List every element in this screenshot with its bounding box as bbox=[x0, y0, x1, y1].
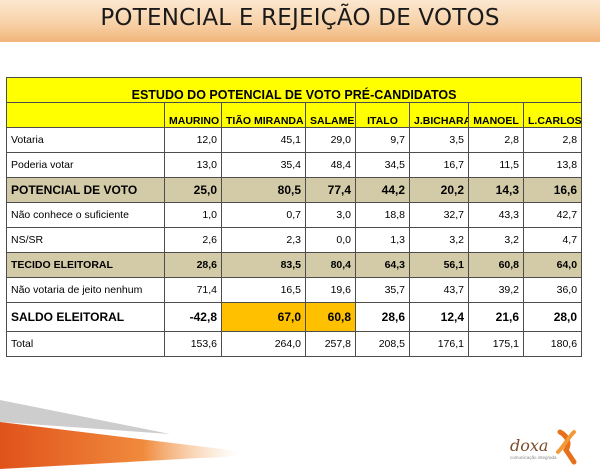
table-cell: 21,6 bbox=[468, 302, 524, 332]
table-cell: 43,3 bbox=[468, 202, 524, 228]
vote-potential-table: ESTUDO DO POTENCIAL DE VOTO PRÉ-CANDIDAT… bbox=[5, 77, 583, 357]
table-cell: 14,3 bbox=[468, 177, 524, 203]
table-cell: 32,7 bbox=[409, 202, 469, 228]
table-cell: 28,6 bbox=[355, 302, 410, 332]
doxa-logo-icon bbox=[556, 429, 577, 465]
table-cell: 83,5 bbox=[221, 252, 306, 278]
table-cell: 4,7 bbox=[522, 227, 583, 253]
table-cell: 18,8 bbox=[355, 202, 410, 228]
table-cell: 3,2 bbox=[409, 227, 469, 253]
table-cell: 43,7 bbox=[409, 277, 469, 303]
table-cell: 34,5 bbox=[355, 152, 410, 178]
row-label: POTENCIAL DE VOTO bbox=[6, 177, 165, 203]
table-cell: -42,8 bbox=[164, 302, 222, 332]
table-cell: 20,2 bbox=[409, 177, 469, 203]
column-header: J.BICHARA bbox=[409, 102, 469, 128]
table-cell: 35,4 bbox=[221, 152, 306, 178]
column-header: MANOEL bbox=[468, 102, 524, 128]
logo-wordmark: doxa bbox=[510, 436, 549, 455]
table-cell: 3,0 bbox=[305, 202, 356, 228]
highlighted-cell: 60,8 bbox=[305, 302, 356, 332]
table-cell: 12,0 bbox=[164, 127, 222, 153]
table-cell: 28,6 bbox=[164, 252, 222, 278]
column-header: SALAME bbox=[305, 102, 356, 128]
table-cell: 80,4 bbox=[305, 252, 356, 278]
table-heading: ESTUDO DO POTENCIAL DE VOTO PRÉ-CANDIDAT… bbox=[5, 77, 583, 103]
table-row: NS/SR 2,6 2,3 0,0 1,3 3,2 3,2 4,7 bbox=[6, 227, 583, 253]
row-label: Não votaria de jeito nenhum bbox=[6, 277, 165, 303]
table-title-row: ESTUDO DO POTENCIAL DE VOTO PRÉ-CANDIDAT… bbox=[5, 77, 583, 103]
table-cell: 80,5 bbox=[221, 177, 306, 203]
row-label: Não conhece o suficiente bbox=[6, 202, 165, 228]
table-cell: 28,0 bbox=[522, 302, 583, 332]
table-cell: 175,1 bbox=[468, 331, 524, 357]
table-cell: 2,3 bbox=[221, 227, 306, 253]
row-label: NS/SR bbox=[6, 227, 165, 253]
table-row-total: Total 153,6 264,0 257,8 208,5 176,1 175,… bbox=[6, 331, 583, 357]
table-cell: 13,8 bbox=[522, 152, 583, 178]
table-row: Não conhece o suficiente 1,0 0,7 3,0 18,… bbox=[6, 202, 583, 228]
decorative-swoosh bbox=[0, 400, 239, 469]
table-cell: 9,7 bbox=[355, 127, 410, 153]
column-header: L.CARLOS bbox=[522, 102, 583, 128]
table-cell: 180,6 bbox=[522, 331, 583, 357]
header-blank-cell bbox=[6, 102, 165, 128]
table-cell: 153,6 bbox=[164, 331, 222, 357]
table-cell: 2,6 bbox=[164, 227, 222, 253]
row-label: TECIDO ELEITORAL bbox=[6, 252, 165, 278]
table-cell: 13,0 bbox=[164, 152, 222, 178]
table-cell: 35,7 bbox=[355, 277, 410, 303]
table-cell: 56,1 bbox=[409, 252, 469, 278]
table-cell: 39,2 bbox=[468, 277, 524, 303]
page-title: POTENCIAL E REJEIÇÃO DE VOTOS bbox=[100, 5, 500, 31]
table-cell: 208,5 bbox=[355, 331, 410, 357]
table-cell: 71,4 bbox=[164, 277, 222, 303]
table-cell: 176,1 bbox=[409, 331, 469, 357]
table-cell: 1,0 bbox=[164, 202, 222, 228]
table-cell: 16,6 bbox=[522, 177, 583, 203]
table-cell: 29,0 bbox=[305, 127, 356, 153]
table-cell: 264,0 bbox=[221, 331, 306, 357]
table-row-potential: POTENCIAL DE VOTO 25,0 80,5 77,4 44,2 20… bbox=[6, 177, 583, 203]
table-cell: 12,4 bbox=[409, 302, 469, 332]
table-cell: 2,8 bbox=[522, 127, 583, 153]
table-cell: 16,5 bbox=[221, 277, 306, 303]
row-label: Total bbox=[6, 331, 165, 357]
table-cell: 16,7 bbox=[409, 152, 469, 178]
table-cell: 64,0 bbox=[522, 252, 583, 278]
table-cell: 64,3 bbox=[355, 252, 410, 278]
table-cell: 11,5 bbox=[468, 152, 524, 178]
table-cell: 60,8 bbox=[468, 252, 524, 278]
table-cell: 3,5 bbox=[409, 127, 469, 153]
table-cell: 77,4 bbox=[305, 177, 356, 203]
table-cell: 257,8 bbox=[305, 331, 356, 357]
table-cell: 1,3 bbox=[355, 227, 410, 253]
row-label: SALDO ELEITORAL bbox=[6, 302, 165, 332]
table-cell: 44,2 bbox=[355, 177, 410, 203]
column-header: MAURINO bbox=[164, 102, 222, 128]
table-row: Poderia votar 13,0 35,4 48,4 34,5 16,7 1… bbox=[6, 152, 583, 178]
table-cell: 36,0 bbox=[522, 277, 583, 303]
column-header: ITALO bbox=[355, 102, 410, 128]
table-row-saldo: SALDO ELEITORAL -42,8 67,0 60,8 28,6 12,… bbox=[6, 302, 583, 332]
table-row-tecido: TECIDO ELEITORAL 28,6 83,5 80,4 64,3 56,… bbox=[6, 252, 583, 278]
logo-tagline: comunicação integrada bbox=[510, 455, 557, 460]
table-cell: 25,0 bbox=[164, 177, 222, 203]
highlighted-cell: 67,0 bbox=[221, 302, 306, 332]
table-row: Votaria 12,0 45,1 29,0 9,7 3,5 2,8 2,8 bbox=[6, 127, 583, 153]
table-cell: 42,7 bbox=[522, 202, 583, 228]
table-cell: 0,7 bbox=[221, 202, 306, 228]
table-cell: 0,0 bbox=[305, 227, 356, 253]
column-header: TIÃO MIRANDA bbox=[221, 102, 306, 128]
table-row: Não votaria de jeito nenhum 71,4 16,5 19… bbox=[6, 277, 583, 303]
table-cell: 48,4 bbox=[305, 152, 356, 178]
table-cell: 45,1 bbox=[221, 127, 306, 153]
table-cell: 19,6 bbox=[305, 277, 356, 303]
column-header-row: MAURINO TIÃO MIRANDA SALAME ITALO J.BICH… bbox=[6, 102, 583, 128]
row-label: Poderia votar bbox=[6, 152, 165, 178]
title-banner bbox=[0, 0, 600, 42]
table-cell: 3,2 bbox=[468, 227, 524, 253]
table-cell: 2,8 bbox=[468, 127, 524, 153]
row-label: Votaria bbox=[6, 127, 165, 153]
